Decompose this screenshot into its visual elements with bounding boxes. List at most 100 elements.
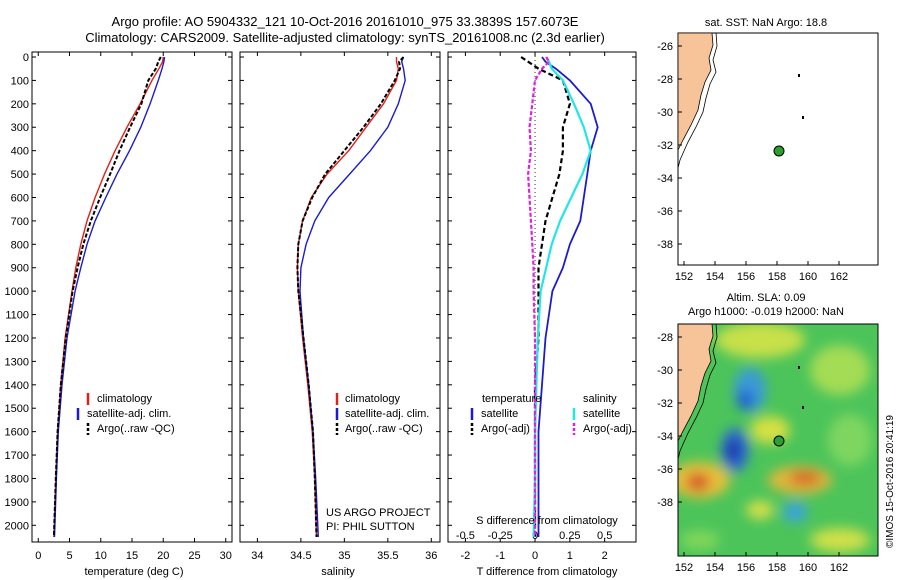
x-tick-label: 20 [157, 550, 169, 562]
map-x-tick-label: 162 [830, 271, 848, 283]
map-x-tick-label: 154 [706, 562, 724, 574]
bottom-map-coast-line [678, 324, 718, 460]
map-y-tick-label: -32 [657, 140, 673, 152]
bottom-map-land [678, 324, 714, 442]
map-x-tick-label: 152 [675, 271, 693, 283]
x-tick-label: 35.5 [377, 550, 398, 562]
y-tick-label: 1800 [5, 473, 29, 485]
temperature-axis-label: temperature (deg C) [84, 566, 183, 578]
map-y-tick-label: -34 [657, 173, 673, 185]
y-tick-label: 1500 [5, 403, 29, 415]
y-tick-label: 1900 [5, 497, 29, 509]
difference-panel: -2 -1 0 1 2-0.5 -0.25 0 0.25 0.5 [448, 52, 636, 562]
series-line-satellite-adj-clim- [53, 56, 166, 538]
legend-label-climatology: climatology [345, 393, 401, 405]
y-tick-label: 1400 [5, 380, 29, 392]
y-tick-label: 900 [11, 263, 29, 275]
top-tick-label: -0.5 [456, 530, 475, 542]
y-tick-label: 2000 [5, 520, 29, 532]
x-tick-label: -2 [461, 550, 471, 562]
sla-anomaly [726, 439, 740, 461]
sla-anomaly [746, 501, 774, 519]
map-y-tick-label: -36 [657, 206, 673, 218]
figure-title-line2: Climatology: CARS2009. Satellite-adjuste… [85, 30, 605, 45]
y-tick-label: 200 [11, 99, 29, 111]
temperature-panel: 0100200300400500600700800900100011001200… [5, 52, 232, 562]
map-y-tick-label: -30 [657, 107, 673, 119]
y-tick-label: 400 [11, 146, 29, 158]
top-tick-label: 0.25 [559, 530, 580, 542]
legend-label-argo: Argo(..raw -QC) [97, 423, 175, 435]
legend-label-satellite: satellite-adj. clim. [345, 408, 429, 420]
series-line-salinity-argo-adj- [526, 56, 551, 537]
x-tick-label: 36 [425, 550, 437, 562]
series-line-salinity-satellite [532, 56, 592, 538]
legend-label-satellite: satellite-adj. clim. [87, 408, 171, 420]
project-label: US ARGO PROJECT [326, 507, 431, 519]
map-ticks: 152 154 156 158 160 162 -26 -28 -30 -32 -34 -36 -38 1… [657, 41, 848, 574]
x-tick-label: 30 [220, 550, 232, 562]
x-tick-label: 5 [66, 550, 72, 562]
legend-label-temp-satellite: satellite [481, 408, 518, 420]
salinity-legend: climatology satellite-adj. clim. Argo(..… [335, 393, 429, 435]
sla-anomaly [715, 324, 805, 358]
top-map-title: sat. SST: NaN Argo: 18.8 [705, 17, 827, 29]
sla-anomaly [737, 390, 753, 410]
x-tick-label: 10 [95, 550, 107, 562]
x-tick-label: 2 [602, 550, 608, 562]
salinity-plot-frame [239, 51, 441, 543]
bottom-map-frame [677, 323, 879, 557]
series-line-satellite-adj-clim- [299, 56, 406, 538]
map-x-tick-label: 158 [768, 271, 786, 283]
y-tick-label: 600 [11, 192, 29, 204]
x-tick-label: 35 [338, 550, 350, 562]
x-tick-label: 0 [532, 550, 538, 562]
series-line-temperature-satellite [537, 56, 599, 537]
map-x-tick-label: 154 [706, 271, 724, 283]
series-line-climatology [53, 56, 164, 538]
legend-label-climatology: climatology [97, 393, 153, 405]
temperature-legend: climatology satellite-adj. clim. Argo(..… [76, 393, 175, 435]
map-x-tick-label: 156 [737, 271, 755, 283]
sla-anomaly [810, 528, 870, 552]
argo-float-location-marker [773, 435, 785, 447]
argo-float-location-marker [773, 145, 785, 157]
map-x-tick-label: 160 [799, 562, 817, 574]
figure-title-line1: Argo profile: AO 5904332_121 10-Oct-2016… [112, 14, 579, 29]
series-line-temperature-argo-adj- [520, 56, 572, 537]
difference-plot-frame [447, 51, 637, 543]
map-y-tick-label: -30 [657, 365, 673, 377]
map-y-tick-label: -28 [657, 74, 673, 86]
y-tick-label: 100 [11, 75, 29, 87]
y-tick-label: 500 [11, 169, 29, 181]
map-y-tick-label: -38 [657, 497, 673, 509]
y-tick-label: 1200 [5, 333, 29, 345]
x-tick-label: 34.5 [290, 550, 311, 562]
x-tick-label: 25 [188, 550, 200, 562]
sla-anomaly [680, 530, 720, 550]
s-difference-axis-label: S difference from climatology [476, 515, 618, 527]
y-tick-label: 300 [11, 122, 29, 134]
map-x-tick-label: 152 [675, 562, 693, 574]
sla-anomaly [789, 471, 821, 485]
series-line-argo-raw-qc- [296, 56, 405, 538]
sla-anomaly [810, 345, 870, 395]
bottom-map [678, 324, 878, 556]
top-map-coast-line [677, 32, 718, 169]
map-x-tick-label: 160 [799, 271, 817, 283]
island-marker [798, 366, 800, 369]
difference-legend: temperature salinity satellite Argo(-adj… [470, 393, 632, 435]
top-map-land [677, 32, 714, 151]
map-y-tick-label: -36 [657, 464, 673, 476]
y-tick-label: 1300 [5, 356, 29, 368]
pi-label: PI: PHIL SUTTON [326, 521, 415, 533]
island-marker [802, 116, 804, 119]
map-y-tick-label: -28 [657, 332, 673, 344]
y-tick-label: 800 [11, 239, 29, 251]
y-tick-label: 1700 [5, 450, 29, 462]
map-y-tick-label: -38 [657, 239, 673, 251]
legend-label-argo: Argo(..raw -QC) [345, 423, 423, 435]
salinity-panel: 34 34.5 35 35.5 36 [240, 52, 440, 562]
x-tick-label: -1 [495, 550, 505, 562]
